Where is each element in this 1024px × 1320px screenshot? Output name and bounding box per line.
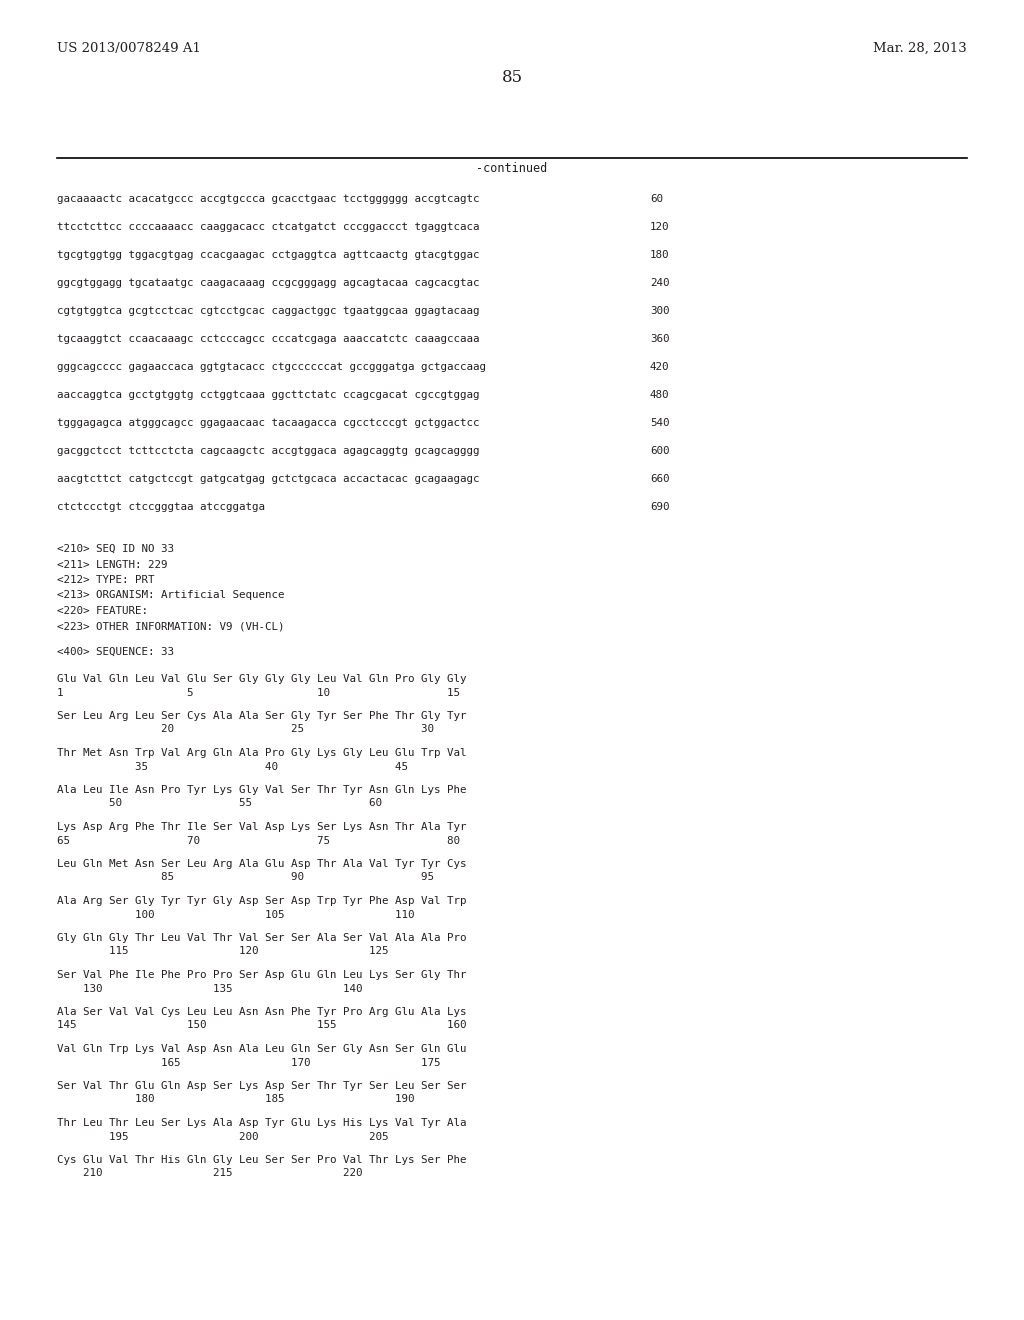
Text: 540: 540	[650, 418, 670, 428]
Text: ggcgtggagg tgcataatgc caagacaaag ccgcgggagg agcagtacaa cagcacgtac: ggcgtggagg tgcataatgc caagacaaag ccgcggg…	[57, 279, 479, 288]
Text: Mar. 28, 2013: Mar. 28, 2013	[873, 42, 967, 55]
Text: 690: 690	[650, 502, 670, 512]
Text: 240: 240	[650, 279, 670, 288]
Text: Leu Gln Met Asn Ser Leu Arg Ala Glu Asp Thr Ala Val Tyr Tyr Cys: Leu Gln Met Asn Ser Leu Arg Ala Glu Asp …	[57, 859, 467, 869]
Text: 130                 135                 140: 130 135 140	[57, 983, 362, 994]
Text: 60: 60	[650, 194, 663, 205]
Text: 660: 660	[650, 474, 670, 484]
Text: tgcaaggtct ccaacaaagc cctcccagcc cccatcgaga aaaccatctc caaagccaaa: tgcaaggtct ccaacaaagc cctcccagcc cccatcg…	[57, 334, 479, 345]
Text: 145                 150                 155                 160: 145 150 155 160	[57, 1020, 467, 1031]
Text: Cys Glu Val Thr His Gln Gly Leu Ser Ser Pro Val Thr Lys Ser Phe: Cys Glu Val Thr His Gln Gly Leu Ser Ser …	[57, 1155, 467, 1166]
Text: 360: 360	[650, 334, 670, 345]
Text: <223> OTHER INFORMATION: V9 (VH-CL): <223> OTHER INFORMATION: V9 (VH-CL)	[57, 622, 285, 631]
Text: 50                  55                  60: 50 55 60	[57, 799, 382, 808]
Text: Lys Asp Arg Phe Thr Ile Ser Val Asp Lys Ser Lys Asn Thr Ala Tyr: Lys Asp Arg Phe Thr Ile Ser Val Asp Lys …	[57, 822, 467, 832]
Text: 85                  90                  95: 85 90 95	[57, 873, 434, 883]
Text: 420: 420	[650, 362, 670, 372]
Text: 300: 300	[650, 306, 670, 315]
Text: 165                 170                 175: 165 170 175	[57, 1057, 440, 1068]
Text: tgggagagca atgggcagcc ggagaacaac tacaagacca cgcctcccgt gctggactcc: tgggagagca atgggcagcc ggagaacaac tacaaga…	[57, 418, 479, 428]
Text: 20                  25                  30: 20 25 30	[57, 725, 434, 734]
Text: 480: 480	[650, 389, 670, 400]
Text: -continued: -continued	[476, 162, 548, 176]
Text: tgcgtggtgg tggacgtgag ccacgaagac cctgaggtca agttcaactg gtacgtggac: tgcgtggtgg tggacgtgag ccacgaagac cctgagg…	[57, 249, 479, 260]
Text: 210                 215                 220: 210 215 220	[57, 1168, 362, 1179]
Text: 180: 180	[650, 249, 670, 260]
Text: 1                   5                   10                  15: 1 5 10 15	[57, 688, 460, 697]
Text: <400> SEQUENCE: 33: <400> SEQUENCE: 33	[57, 647, 174, 657]
Text: gggcagcccc gagaaccaca ggtgtacacc ctgccccccat gccgggatga gctgaccaag: gggcagcccc gagaaccaca ggtgtacacc ctgcccc…	[57, 362, 486, 372]
Text: Ser Val Thr Glu Gln Asp Ser Lys Asp Ser Thr Tyr Ser Leu Ser Ser: Ser Val Thr Glu Gln Asp Ser Lys Asp Ser …	[57, 1081, 467, 1092]
Text: 100                 105                 110: 100 105 110	[57, 909, 415, 920]
Text: aaccaggtca gcctgtggtg cctggtcaaa ggcttctatc ccagcgacat cgccgtggag: aaccaggtca gcctgtggtg cctggtcaaa ggcttct…	[57, 389, 479, 400]
Text: Ala Leu Ile Asn Pro Tyr Lys Gly Val Ser Thr Tyr Asn Gln Lys Phe: Ala Leu Ile Asn Pro Tyr Lys Gly Val Ser …	[57, 785, 467, 795]
Text: <213> ORGANISM: Artificial Sequence: <213> ORGANISM: Artificial Sequence	[57, 590, 285, 601]
Text: US 2013/0078249 A1: US 2013/0078249 A1	[57, 42, 201, 55]
Text: ctctccctgt ctccgggtaa atccggatga: ctctccctgt ctccgggtaa atccggatga	[57, 502, 265, 512]
Text: Ala Ser Val Val Cys Leu Leu Asn Asn Phe Tyr Pro Arg Glu Ala Lys: Ala Ser Val Val Cys Leu Leu Asn Asn Phe …	[57, 1007, 467, 1016]
Text: gacaaaactc acacatgccc accgtgccca gcacctgaac tcctgggggg accgtcagtc: gacaaaactc acacatgccc accgtgccca gcacctg…	[57, 194, 479, 205]
Text: Ser Leu Arg Leu Ser Cys Ala Ala Ser Gly Tyr Ser Phe Thr Gly Tyr: Ser Leu Arg Leu Ser Cys Ala Ala Ser Gly …	[57, 711, 467, 721]
Text: aacgtcttct catgctccgt gatgcatgag gctctgcaca accactacac gcagaagagc: aacgtcttct catgctccgt gatgcatgag gctctgc…	[57, 474, 479, 484]
Text: 115                 120                 125: 115 120 125	[57, 946, 388, 957]
Text: <210> SEQ ID NO 33: <210> SEQ ID NO 33	[57, 544, 174, 554]
Text: <220> FEATURE:: <220> FEATURE:	[57, 606, 148, 616]
Text: Gly Gln Gly Thr Leu Val Thr Val Ser Ser Ala Ser Val Ala Ala Pro: Gly Gln Gly Thr Leu Val Thr Val Ser Ser …	[57, 933, 467, 942]
Text: 195                 200                 205: 195 200 205	[57, 1131, 388, 1142]
Text: gacggctcct tcttcctcta cagcaagctc accgtggaca agagcaggtg gcagcagggg: gacggctcct tcttcctcta cagcaagctc accgtgg…	[57, 446, 479, 455]
Text: <212> TYPE: PRT: <212> TYPE: PRT	[57, 576, 155, 585]
Text: 85: 85	[502, 69, 522, 86]
Text: Ser Val Phe Ile Phe Pro Pro Ser Asp Glu Gln Leu Lys Ser Gly Thr: Ser Val Phe Ile Phe Pro Pro Ser Asp Glu …	[57, 970, 467, 979]
Text: cgtgtggtca gcgtcctcac cgtcctgcac caggactggc tgaatggcaa ggagtacaag: cgtgtggtca gcgtcctcac cgtcctgcac caggact…	[57, 306, 479, 315]
Text: 120: 120	[650, 222, 670, 232]
Text: 600: 600	[650, 446, 670, 455]
Text: ttcctcttcc ccccaaaacc caaggacacc ctcatgatct cccggaccct tgaggtcaca: ttcctcttcc ccccaaaacc caaggacacc ctcatga…	[57, 222, 479, 232]
Text: Thr Leu Thr Leu Ser Lys Ala Asp Tyr Glu Lys His Lys Val Tyr Ala: Thr Leu Thr Leu Ser Lys Ala Asp Tyr Glu …	[57, 1118, 467, 1129]
Text: 35                  40                  45: 35 40 45	[57, 762, 408, 771]
Text: Glu Val Gln Leu Val Glu Ser Gly Gly Gly Leu Val Gln Pro Gly Gly: Glu Val Gln Leu Val Glu Ser Gly Gly Gly …	[57, 675, 467, 684]
Text: <211> LENGTH: 229: <211> LENGTH: 229	[57, 560, 168, 569]
Text: Val Gln Trp Lys Val Asp Asn Ala Leu Gln Ser Gly Asn Ser Gln Glu: Val Gln Trp Lys Val Asp Asn Ala Leu Gln …	[57, 1044, 467, 1053]
Text: 180                 185                 190: 180 185 190	[57, 1094, 415, 1105]
Text: Thr Met Asn Trp Val Arg Gln Ala Pro Gly Lys Gly Leu Glu Trp Val: Thr Met Asn Trp Val Arg Gln Ala Pro Gly …	[57, 748, 467, 758]
Text: Ala Arg Ser Gly Tyr Tyr Gly Asp Ser Asp Trp Tyr Phe Asp Val Trp: Ala Arg Ser Gly Tyr Tyr Gly Asp Ser Asp …	[57, 896, 467, 906]
Text: 65                  70                  75                  80: 65 70 75 80	[57, 836, 460, 846]
